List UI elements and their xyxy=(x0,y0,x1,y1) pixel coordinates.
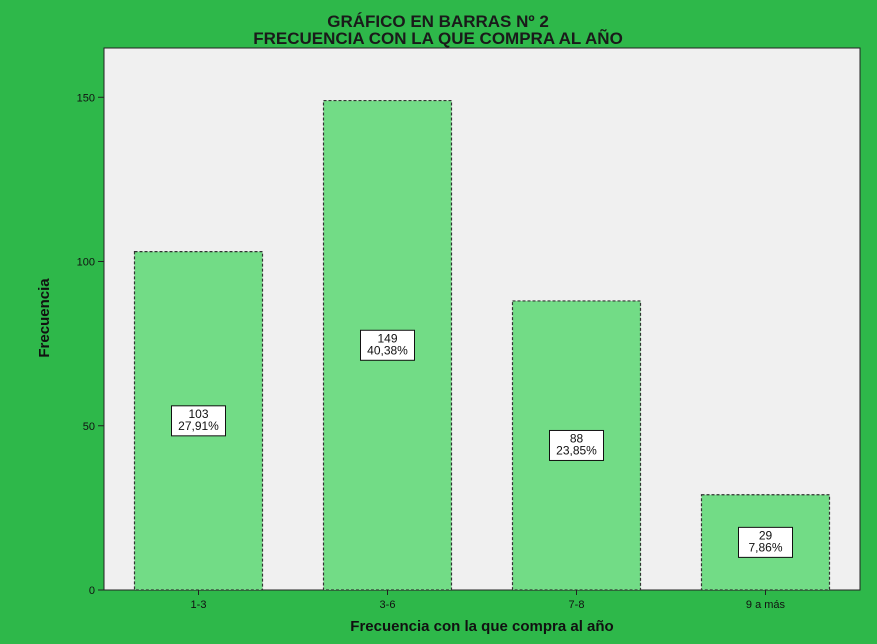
x-axis-title: Frecuencia con la que compra al año xyxy=(350,618,613,635)
x-tick-label: 3-6 xyxy=(380,599,396,611)
data-label-count: 88 xyxy=(570,431,584,445)
axes-layer: 1-3 3-6 7-8 9 a más 0 50 100 150 xyxy=(77,92,786,611)
data-label-box xyxy=(360,329,415,361)
data-label-percent: 40,38% xyxy=(367,343,408,357)
y-axis-title: Frecuencia xyxy=(36,278,53,358)
chart-title-line-2: FRECUENCIA CON LA QUE COMPRA AL AÑO xyxy=(253,28,623,48)
x-tick-label: 1-3 xyxy=(191,599,207,611)
x-tick-label: 9 a más xyxy=(746,599,786,611)
data-label-count: 29 xyxy=(759,528,773,542)
data-label-count: 149 xyxy=(377,331,397,345)
y-tick-label: 150 xyxy=(77,92,95,104)
y-tick-label: 0 xyxy=(89,585,95,597)
x-tick-label: 7-8 xyxy=(569,599,585,611)
data-label-count: 103 xyxy=(188,407,208,421)
data-label-percent: 7,86% xyxy=(748,540,782,554)
y-tick-label: 50 xyxy=(83,421,95,433)
data-label-percent: 23,85% xyxy=(556,443,597,457)
y-tick-label: 100 xyxy=(77,257,95,269)
data-label-box xyxy=(549,429,604,461)
data-label-box xyxy=(738,526,793,558)
data-label-box xyxy=(171,405,226,437)
data-label-percent: 27,91% xyxy=(178,419,219,433)
chart-title-line-1: GRÁFICO EN BARRAS Nº 2 xyxy=(327,12,549,31)
